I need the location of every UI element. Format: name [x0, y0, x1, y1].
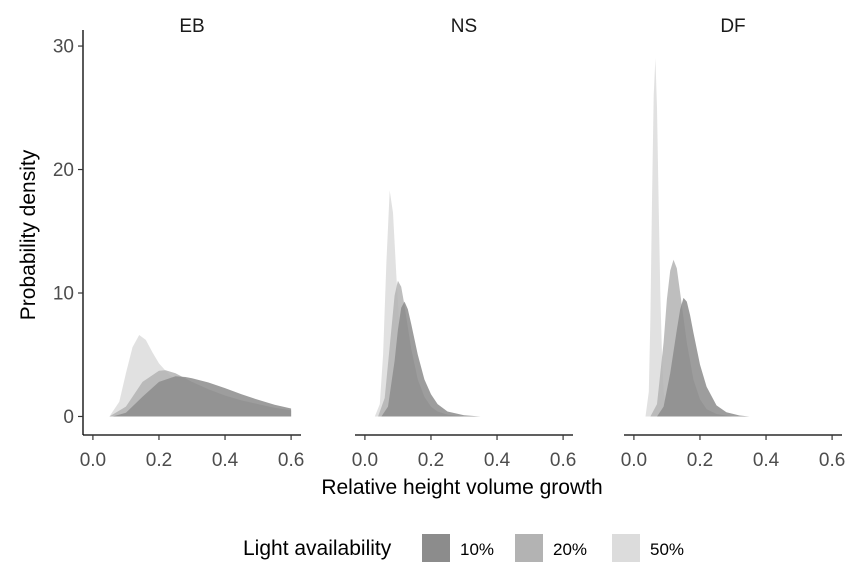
x-tick-label: 0.4 — [753, 450, 780, 471]
y-axis: 0 10 20 30 — [53, 30, 84, 435]
x-tick-label: 0.2 — [418, 450, 444, 471]
panel-title: DF — [720, 16, 745, 37]
x-tick-label: 0.2 — [146, 450, 172, 471]
panel-title: EB — [179, 16, 204, 37]
x-tick-label: 0.6 — [278, 450, 304, 471]
density-area-50pct — [645, 58, 671, 417]
x-tick-label: 0.0 — [621, 450, 647, 471]
x-axis-title: Relative height volume growth — [321, 476, 602, 499]
x-tick-label: 0.6 — [550, 450, 576, 471]
x-tick-label: 0.0 — [352, 450, 378, 471]
legend-swatch-50pct — [612, 534, 640, 562]
y-tick-label: 30 — [53, 37, 74, 58]
panel-title: NS — [451, 16, 477, 37]
panel-eb: EB 0.0 0.2 0.4 0.6 — [80, 16, 305, 471]
panel-df: DF 0.0 0.2 0.4 0.6 — [621, 16, 846, 471]
legend-swatch-20pct — [515, 534, 543, 562]
legend-items: 10% 20% 50% — [422, 534, 684, 562]
legend: Light availability 10% 20% 50% — [243, 534, 684, 562]
legend-label: 20% — [553, 540, 587, 559]
density-area-10pct — [112, 376, 292, 417]
x-tick-label: 0.6 — [819, 450, 845, 471]
x-tick-label: 0.4 — [484, 450, 511, 471]
legend-swatch-10pct — [422, 534, 450, 562]
y-tick-label: 20 — [53, 160, 74, 181]
y-tick-label: 0 — [63, 407, 74, 428]
y-axis-title: Probability density — [17, 149, 40, 320]
legend-label: 50% — [650, 540, 684, 559]
x-tick-label: 0.4 — [212, 450, 239, 471]
legend-label: 10% — [460, 540, 494, 559]
panel-ns: NS 0.0 0.2 0.4 0.6 — [352, 16, 577, 471]
chart-panels: EB 0.0 0.2 0.4 0.6 NS 0.0 0.2 0.4 0.6 DF 0.0 0.2 0.4 0… — [80, 16, 846, 471]
legend-title: Light availability — [243, 537, 392, 560]
density-area-10pct — [381, 301, 481, 417]
y-tick-label: 10 — [53, 284, 74, 305]
x-tick-label: 0.2 — [687, 450, 713, 471]
density-area-10pct — [657, 297, 750, 417]
x-tick-label: 0.0 — [80, 450, 106, 471]
